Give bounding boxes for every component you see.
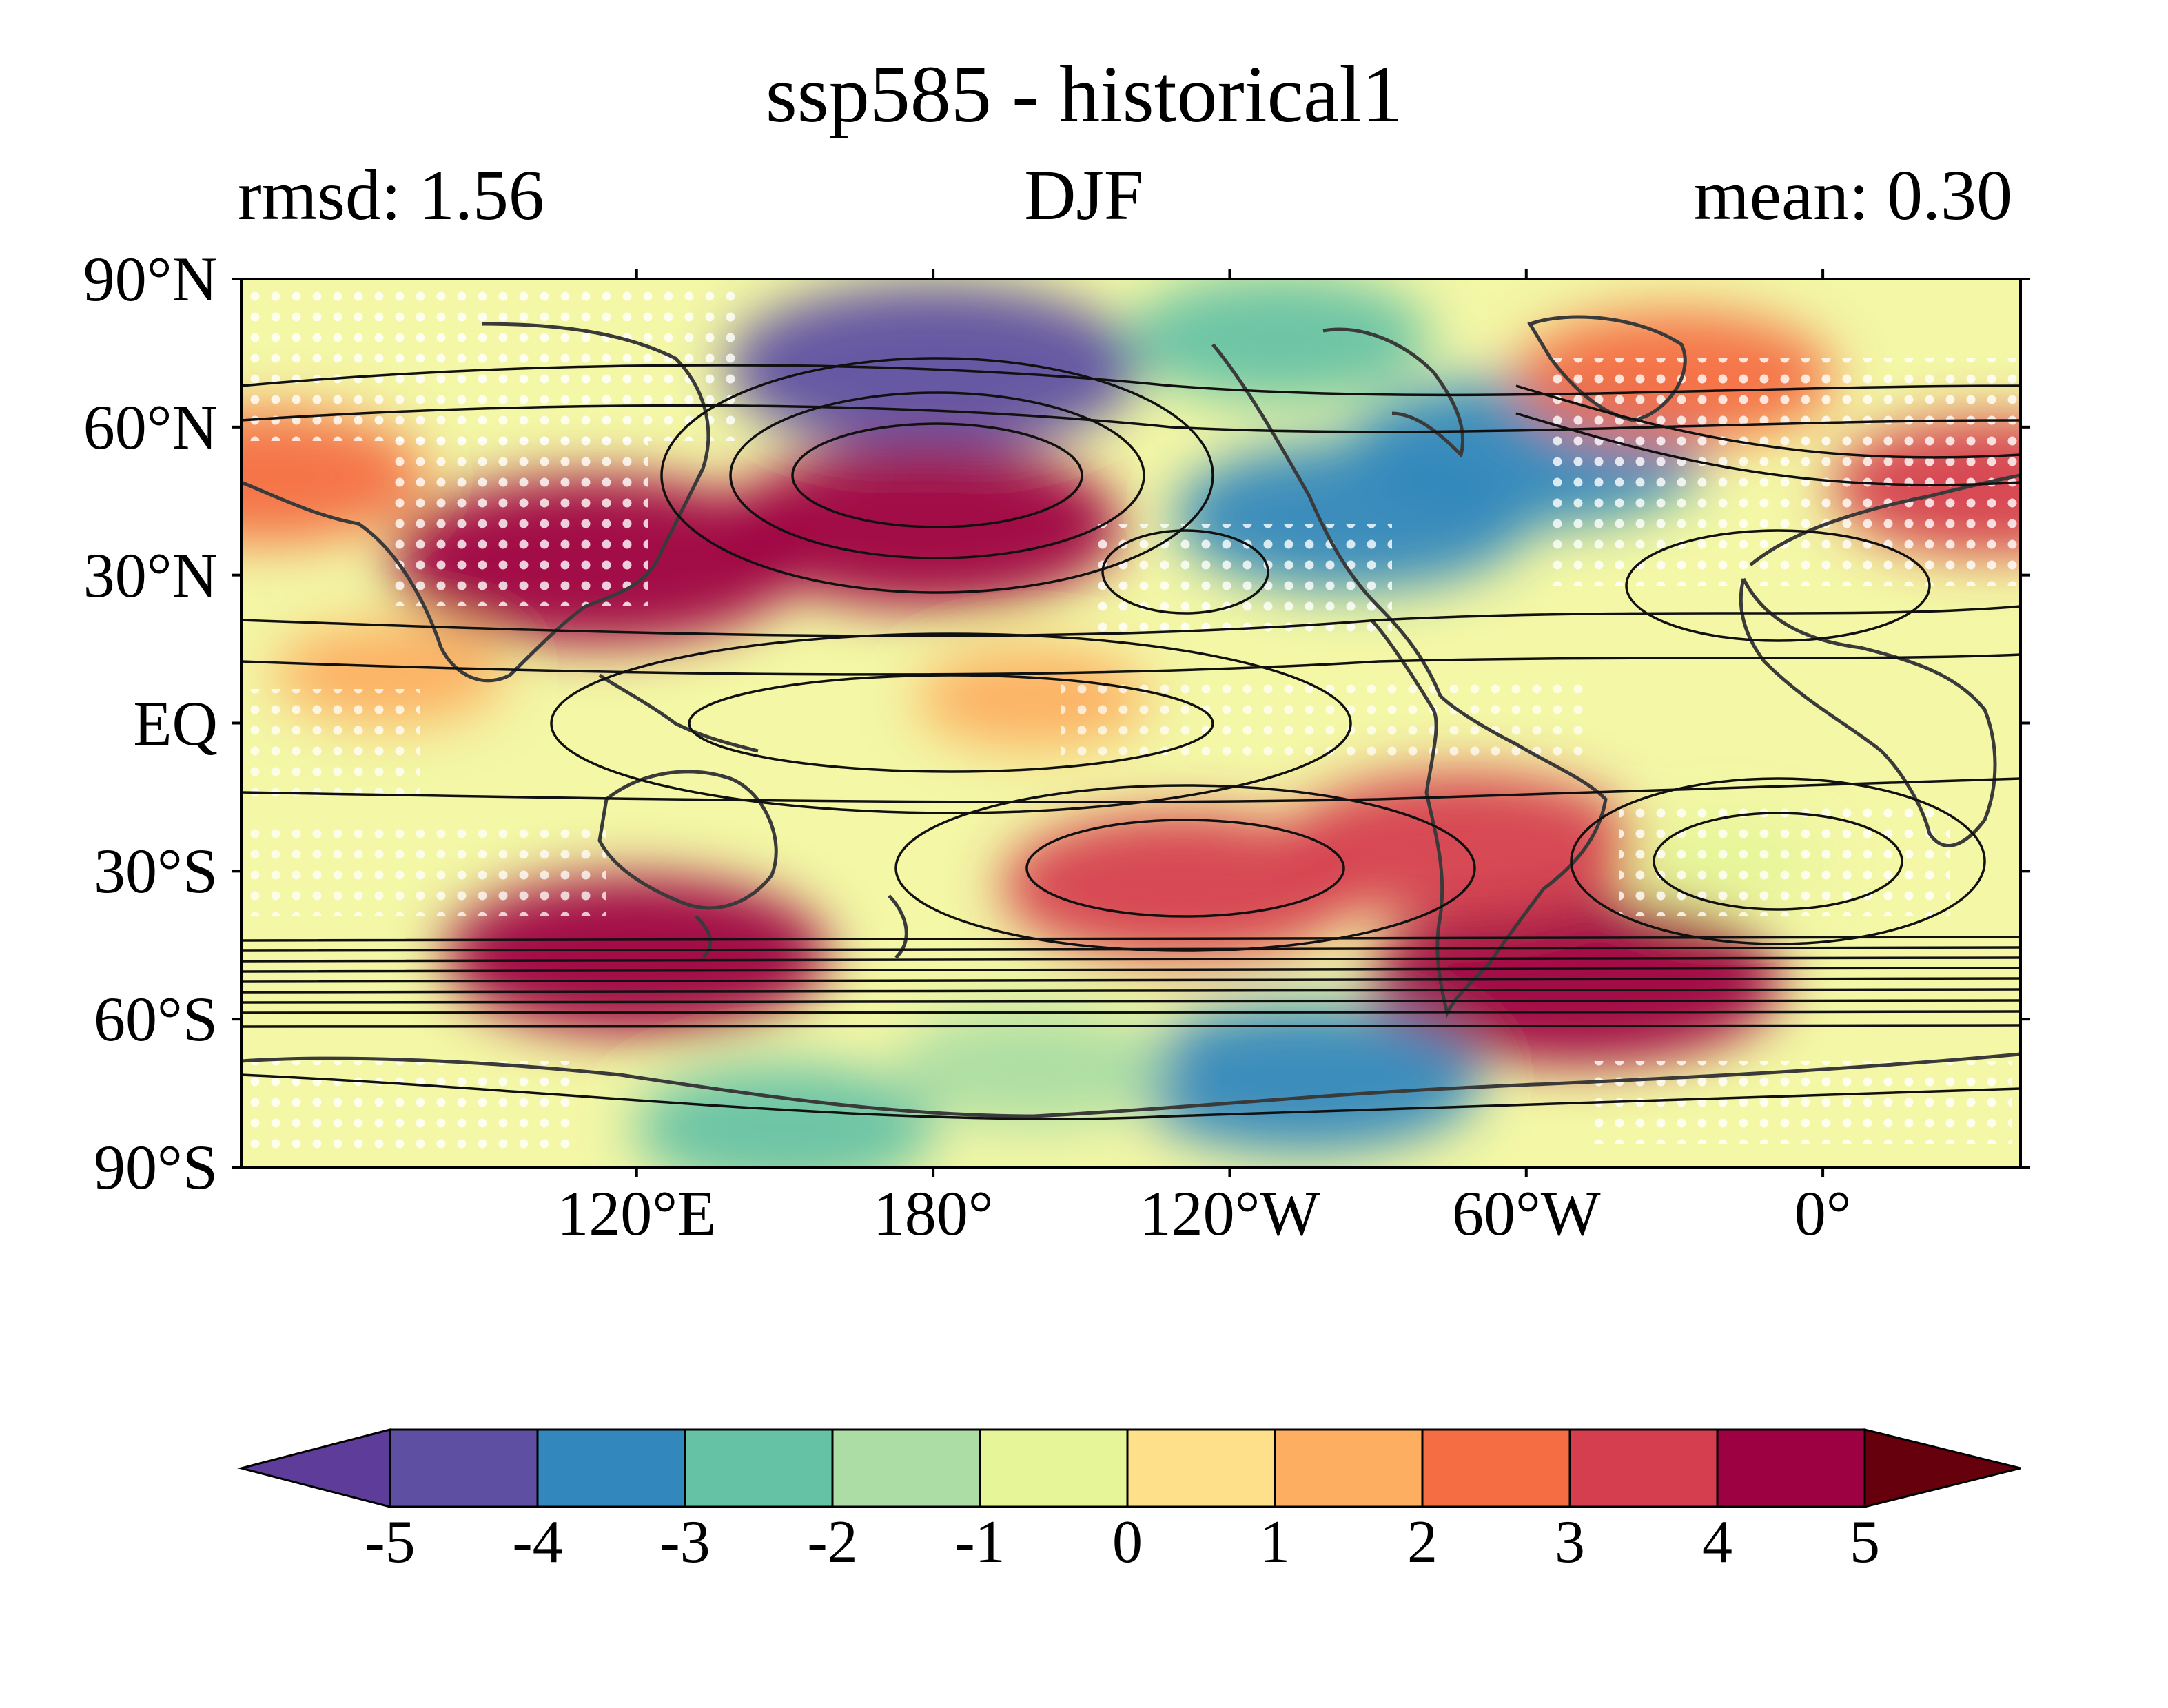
contour-line [1101,529,1269,615]
new-zealand-coastline [888,894,908,959]
lon-tick-label: 180° [872,1178,994,1248]
lat-tick-label: 30°N [83,539,218,610]
lat-tick-label: 90°N [83,244,218,314]
americas-coastline [1211,343,1608,1018]
colorbar-tick-label: 0 [1112,1509,1143,1576]
contour-line [1570,777,1986,945]
colorbar-under-arrow [237,1428,391,1508]
colorbar-segment [1274,1428,1424,1508]
contour-line [241,1010,2021,1014]
colorbar-tick-label: -2 [807,1509,858,1576]
contour-line [550,632,1352,814]
stipple-region [248,1061,579,1151]
axis-ticks [232,269,2030,1177]
colorbar-segment [1421,1428,1571,1508]
contour-line [241,653,2021,676]
contour-line [1025,819,1345,918]
lat-tick-label: 60°N [83,391,218,462]
antarctica-coastline [241,1052,2021,1118]
contour-line [241,936,2021,942]
colorbar-segment [979,1428,1129,1508]
lat-tick-label: 90°S [94,1132,218,1202]
colorbar-tick-label: -4 [512,1509,563,1576]
contour-line [241,605,2021,637]
australia-coastline [597,770,778,910]
contour-line [894,784,1476,952]
contour-line [241,364,2021,397]
anomaly-blob [1001,812,1360,960]
contour-line [1515,412,2021,486]
lon-tick-label: 120°E [557,1178,717,1248]
colorbar-tick-label: -5 [365,1509,416,1576]
lon-tick-label: 120°W [1139,1178,1320,1248]
contour-line [241,988,2021,994]
colorbar-segment [536,1428,686,1508]
contour-line [1625,529,1931,642]
lat-tick-label: 60°S [94,984,218,1055]
africa-coastline [1739,577,1997,847]
contour-line [241,977,2021,983]
season-label: DJF [1024,156,1144,235]
colorbar-tick-label: -3 [659,1509,710,1576]
colorbar-segment [1568,1428,1719,1508]
contour-line [241,1073,2021,1120]
stipple-region [1061,682,1585,758]
europe-coastline [1749,473,2021,566]
coastlines [241,315,2021,1118]
lon-tick-label: 60°W [1451,1178,1601,1248]
colorbar-tick-label: 3 [1555,1509,1585,1576]
colorbar-tick-label: 1 [1260,1509,1290,1576]
stipple-region [1544,358,2019,586]
contour-line [791,422,1083,528]
contour-line [241,946,2021,952]
colorbar-segment [831,1428,981,1508]
canada-coastline [1322,327,1465,458]
contour-line [241,967,2021,973]
lon-tick-label: 0° [1794,1178,1852,1248]
maritime-continent-coastline [598,673,759,753]
greenland-coastline [1527,315,1687,422]
anomaly-blob [894,1009,1170,1127]
rmsd-label: rmsd: 1.56 [238,156,544,235]
lat-tick-label: EQ [133,688,218,759]
anomaly-blob [633,1064,937,1167]
colorbar-over-arrow [1863,1428,2021,1508]
colorbar-tick-label: 2 [1407,1509,1438,1576]
tasmania-coastline [695,915,713,959]
colorbar-tick-label: 5 [1850,1509,1880,1576]
contour-line [1515,384,2021,459]
anomaly-blob [241,409,426,544]
anomaly-blob [726,283,1141,453]
stipple-region [1619,799,1950,916]
mean-label: mean: 0.30 [1693,156,2012,235]
anomaly-blob [1127,279,1431,402]
contour-line [729,391,1145,559]
colorbar-tick-label: -1 [954,1509,1005,1576]
colorbar-segment [1716,1428,1866,1508]
stipple-region [248,820,606,916]
colorbar-segment [1126,1428,1276,1508]
contour-line [241,956,2021,963]
contour-line [241,404,2021,433]
mean-state-contours [241,357,2021,1120]
figure-title: ssp585 - historical1 [765,49,1403,139]
stipple-region [248,689,420,806]
colorbar-segment [389,1428,539,1508]
lat-tick-label: 30°S [94,836,218,907]
asia-coastline [241,322,710,683]
stipple-region [241,282,737,441]
contour-line [241,1024,2021,1028]
colorbar [237,1428,2021,1508]
stipple-region [1585,1061,2012,1144]
contour-line [1653,812,1903,911]
map-plot-area [241,279,2021,1167]
contour-line [660,357,1214,594]
stipple-region [386,427,648,606]
colorbar-tick-label: 4 [1702,1509,1732,1576]
contour-line [241,999,2021,1004]
colorbar-segment [684,1428,834,1508]
